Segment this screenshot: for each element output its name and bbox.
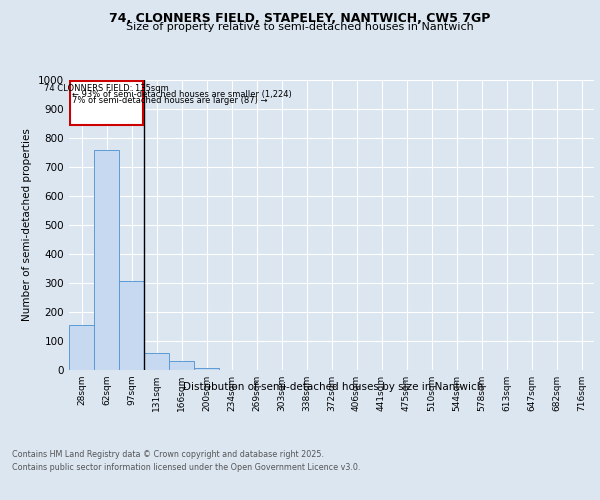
Bar [94, 150, 119, 370]
Text: 7% of semi-detached houses are larger (87) →: 7% of semi-detached houses are larger (8… [71, 96, 267, 106]
Text: 74 CLONNERS FIELD: 135sqm: 74 CLONNERS FIELD: 135sqm [44, 84, 169, 92]
Text: Contains HM Land Registry data © Crown copyright and database right 2025.: Contains HM Land Registry data © Crown c… [12, 450, 324, 459]
Text: Contains public sector information licensed under the Open Government Licence v3: Contains public sector information licen… [12, 462, 361, 471]
Bar [169, 362, 194, 370]
Bar [69, 325, 94, 370]
Text: ← 93% of semi-detached houses are smaller (1,224): ← 93% of semi-detached houses are smalle… [71, 90, 291, 99]
Text: 74, CLONNERS FIELD, STAPELEY, NANTWICH, CW5 7GP: 74, CLONNERS FIELD, STAPELEY, NANTWICH, … [109, 12, 491, 26]
Bar [119, 281, 144, 370]
Bar [144, 352, 169, 370]
FancyBboxPatch shape [70, 82, 143, 125]
Y-axis label: Number of semi-detached properties: Number of semi-detached properties [22, 128, 32, 322]
Text: Distribution of semi-detached houses by size in Nantwich: Distribution of semi-detached houses by … [183, 382, 483, 392]
Bar [194, 368, 219, 370]
Text: Size of property relative to semi-detached houses in Nantwich: Size of property relative to semi-detach… [126, 22, 474, 32]
